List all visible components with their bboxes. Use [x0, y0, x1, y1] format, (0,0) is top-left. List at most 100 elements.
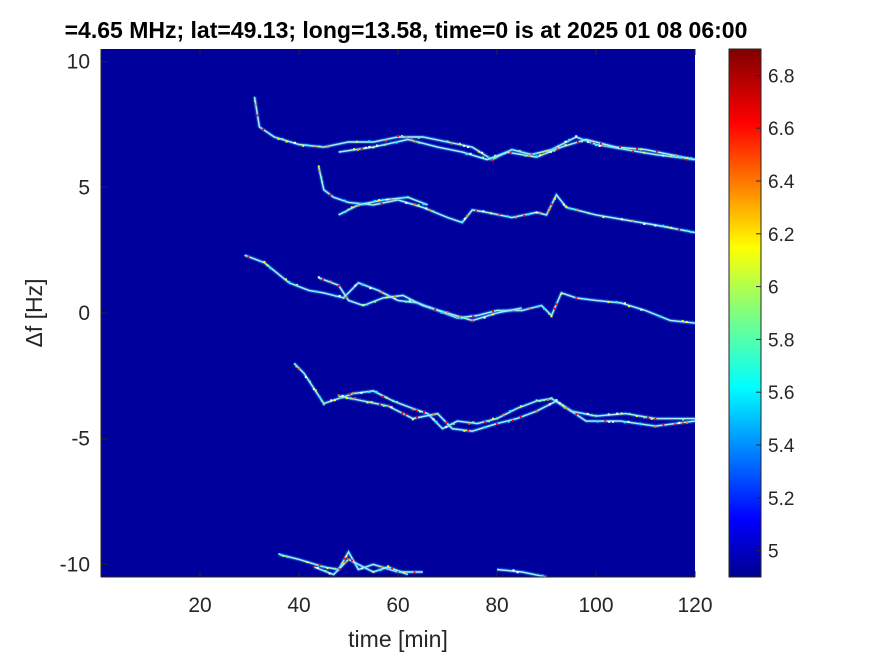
trace-speckle — [380, 202, 383, 205]
trace-speckle — [368, 390, 371, 393]
y-tick-label: 0 — [78, 302, 90, 325]
trace-speckle — [542, 150, 545, 153]
trace-speckle — [446, 140, 449, 143]
trace-speckle — [387, 404, 390, 407]
trace-speckle — [285, 140, 288, 143]
colorbar-tick-label: 5.4 — [768, 436, 795, 457]
trace-speckle — [527, 213, 530, 216]
trace-speckle — [312, 388, 315, 391]
x-tick-label: 20 — [188, 594, 211, 617]
x-tick-label: 60 — [386, 594, 409, 617]
trace-speckle — [405, 201, 408, 204]
trace-speckle — [432, 210, 435, 213]
trace-speckle — [324, 570, 327, 573]
trace-speckle — [468, 422, 471, 425]
trace-speckle — [640, 148, 643, 151]
trace-speckle — [553, 307, 556, 310]
trace-speckle — [543, 307, 545, 310]
trace-speckle — [386, 296, 389, 299]
trace-speckle — [483, 316, 486, 319]
trace-speckle — [534, 152, 537, 155]
trace-speckle — [345, 296, 348, 299]
trace-speckle — [690, 231, 692, 234]
trace-speckle — [598, 145, 601, 147]
trace-speckle — [417, 136, 420, 139]
trace-line — [318, 277, 522, 322]
trace-line — [318, 167, 695, 234]
trace-speckle — [370, 401, 373, 404]
trace-speckle — [329, 280, 332, 283]
trace-speckle — [557, 145, 560, 148]
trace-speckle — [337, 285, 340, 287]
trace-speckle — [538, 211, 541, 214]
trace-speckle — [586, 413, 589, 415]
colorbar-axis: 5 5.2 5.4 5.6 5.8 6 6.2 6.4 6.6 6.8 — [756, 66, 795, 563]
trace-speckle — [492, 417, 494, 420]
trace-speckle — [482, 156, 484, 159]
trace-speckle — [328, 572, 331, 575]
trace-speckle — [385, 396, 388, 399]
trace-speckle — [565, 205, 568, 208]
y-tick-label: -10 — [60, 553, 90, 576]
trace-speckle — [560, 292, 563, 295]
trace-speckle — [434, 308, 437, 311]
trace-speckle — [343, 557, 346, 560]
trace-speckle — [315, 290, 318, 293]
trace-speckle — [318, 145, 321, 148]
trace-speckle — [282, 555, 285, 557]
trace-speckle — [413, 203, 416, 206]
trace-speckle — [458, 142, 461, 145]
trace-speckle — [607, 301, 610, 303]
trace-speckle — [408, 300, 411, 303]
y-tick-label: 10 — [67, 51, 90, 74]
trace-speckle — [318, 564, 321, 566]
trace-speckle — [568, 138, 571, 141]
trace-speckle — [316, 566, 319, 569]
trace-speckle — [428, 208, 431, 211]
trace-speckle — [395, 141, 398, 144]
trace-speckle — [436, 412, 439, 415]
trace-speckle — [655, 150, 658, 153]
trace-speckle — [263, 261, 266, 263]
trace-speckle — [616, 412, 619, 415]
trace-speckle — [361, 203, 364, 206]
trace-speckle — [425, 207, 428, 210]
trace-speckle — [539, 154, 542, 157]
trace-speckle — [314, 389, 317, 392]
plot-area — [101, 49, 695, 577]
trace-speckle — [621, 218, 623, 221]
trace-speckle — [548, 312, 550, 315]
trace-speckle — [511, 419, 514, 422]
trace-speckle — [417, 204, 420, 207]
trace-speckle — [608, 420, 611, 423]
trace-speckle — [406, 196, 409, 199]
trace-speckle — [281, 138, 284, 141]
trace-speckle — [414, 140, 417, 143]
trace-speckle — [518, 149, 521, 152]
trace-speckle — [686, 156, 689, 159]
trace-speckle — [484, 421, 487, 424]
trace-speckle — [321, 278, 324, 281]
trace-speckle — [448, 425, 451, 428]
colorbar-tick-label: 6 — [768, 278, 779, 299]
trace-speckle — [306, 561, 309, 564]
trace-speckle — [623, 146, 626, 149]
trace-speckle — [397, 135, 399, 137]
trace-speckle — [519, 405, 522, 408]
trace-speckle — [266, 264, 269, 267]
trace-speckle — [548, 207, 551, 210]
trace-speckle — [380, 291, 383, 294]
trace-speckle — [401, 135, 404, 137]
trace-speckle — [647, 416, 649, 419]
trace-line — [496, 568, 547, 577]
trace-speckle — [519, 416, 522, 419]
trace-speckle — [539, 400, 542, 402]
trace-speckle — [575, 413, 578, 416]
trace-speckle — [383, 143, 386, 146]
trace-speckle — [587, 140, 590, 143]
trace-speckle — [490, 157, 493, 160]
trace-speckle — [654, 418, 657, 421]
trace-speckle — [341, 562, 344, 565]
trace-speckle — [445, 426, 448, 429]
trace-speckle — [333, 567, 336, 570]
